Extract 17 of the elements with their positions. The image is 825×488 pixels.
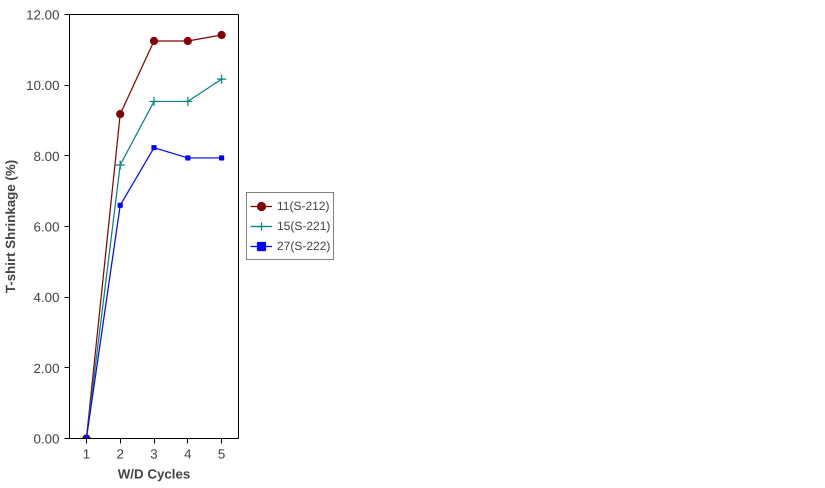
x-tick-label: 4: [184, 446, 192, 462]
x-tick-label: 1: [82, 446, 90, 462]
y-tick-label: 8.00: [34, 148, 60, 164]
y-tick-label: 10.00: [26, 78, 60, 94]
y-tick-label: 2.00: [34, 360, 60, 376]
x-tick-label: 5: [218, 446, 226, 462]
legend-label: 27(S-222): [277, 239, 330, 253]
y-tick-label: 0.00: [34, 432, 60, 446]
y-axis-title: T-shirt Shrinkage (%): [3, 160, 18, 294]
y-tick-label: 12.00: [26, 8, 60, 22]
x-tick-label: 3: [150, 446, 158, 462]
x-axis-title: W/D Cycles: [118, 466, 190, 482]
y-tick-label: 4.00: [34, 290, 60, 306]
y-tick-label: 6.00: [34, 220, 60, 234]
x-tick-label: 2: [116, 446, 124, 462]
legend-label: 15(S-221): [277, 219, 330, 233]
legend-label: 11(S-212): [277, 199, 330, 213]
